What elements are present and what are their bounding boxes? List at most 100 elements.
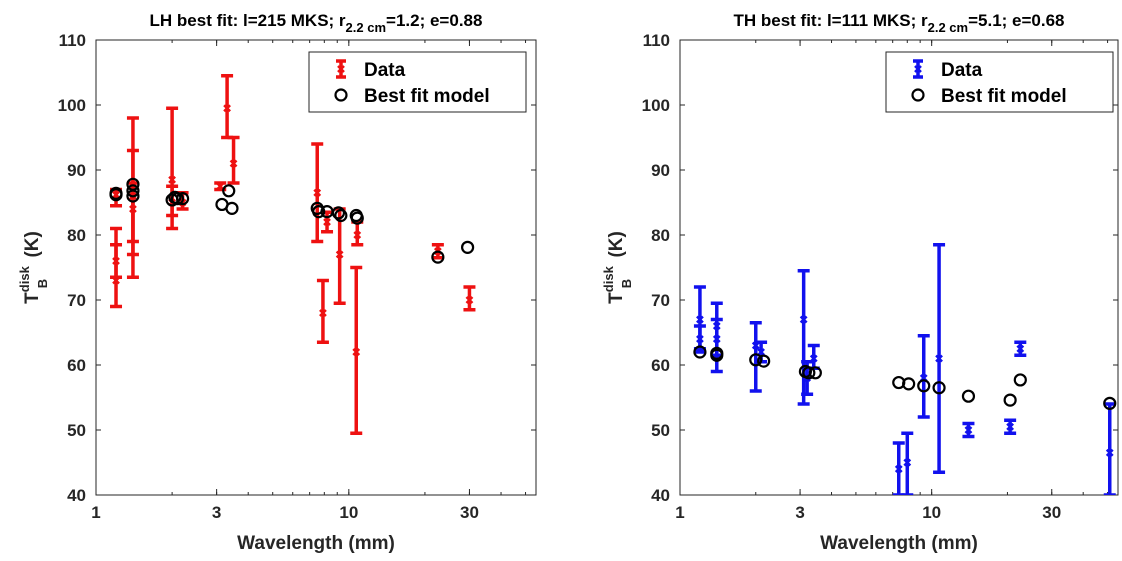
y-tick-label: 100 bbox=[58, 96, 86, 115]
legend-label-data: Data bbox=[364, 60, 406, 81]
data-errorbar bbox=[892, 441, 905, 495]
model-point bbox=[461, 240, 475, 254]
x-tick-label: 3 bbox=[212, 503, 221, 522]
data-point bbox=[112, 190, 120, 199]
data-errorbar bbox=[110, 226, 123, 309]
data-point bbox=[935, 354, 943, 363]
model-point bbox=[222, 184, 236, 198]
x-tick-label: 1 bbox=[675, 503, 684, 522]
data-point bbox=[964, 426, 973, 434]
model-point bbox=[710, 346, 724, 360]
x-tick-label: 3 bbox=[795, 503, 804, 522]
model-point bbox=[961, 389, 976, 403]
y-tick-label: 80 bbox=[651, 226, 670, 245]
data-errorbar bbox=[807, 343, 820, 370]
legend: Data Best fit model bbox=[885, 51, 1114, 113]
data-point bbox=[313, 188, 322, 197]
data-point bbox=[352, 348, 361, 356]
x-tick-label: 10 bbox=[922, 503, 941, 522]
y-tick-label: 100 bbox=[642, 96, 670, 115]
legend-circle-symbol bbox=[911, 88, 925, 102]
data-point bbox=[223, 104, 231, 113]
data-point bbox=[696, 315, 704, 324]
model-point bbox=[808, 366, 822, 380]
legend-label-data: Data bbox=[941, 60, 983, 81]
y-tick-label: 110 bbox=[59, 31, 86, 50]
data-point bbox=[168, 175, 176, 184]
data-errorbar bbox=[933, 243, 946, 474]
model-point bbox=[802, 366, 816, 380]
data-errorbar bbox=[1103, 402, 1116, 495]
chart-panel-2: TH best fit: l=111 MKS; r2.2 cm=5.1; e=0… bbox=[601, 11, 1119, 554]
data-errorbar bbox=[316, 278, 329, 344]
model-point bbox=[175, 192, 190, 206]
data-errorbar bbox=[901, 431, 914, 495]
data-point bbox=[216, 182, 225, 191]
chart-title: TH best fit: l=111 MKS; r2.2 cm=5.1; e=0… bbox=[733, 11, 1064, 35]
model-point bbox=[693, 345, 707, 359]
data-errorbar bbox=[463, 285, 476, 312]
data-point bbox=[353, 231, 362, 239]
y-tick-label: 90 bbox=[651, 161, 670, 180]
data-point bbox=[1006, 422, 1015, 431]
data-point bbox=[799, 315, 808, 324]
y-tick-label: 40 bbox=[651, 486, 670, 505]
model-point bbox=[334, 208, 348, 223]
model-point bbox=[126, 184, 140, 198]
data-errorbar bbox=[227, 135, 240, 185]
model-point bbox=[1103, 396, 1117, 410]
model-point bbox=[917, 379, 931, 393]
chart-title: LH best fit: l=215 MKS; r2.2 cm=1.2; e=0… bbox=[150, 11, 483, 35]
data-point bbox=[112, 276, 120, 285]
model-point bbox=[431, 250, 445, 264]
y-axis-label: Tdisk B (K) bbox=[17, 231, 50, 304]
y-axis-label: Tdisk B (K) bbox=[601, 231, 634, 304]
model-point bbox=[126, 177, 140, 191]
x-tick-label: 10 bbox=[339, 503, 358, 522]
legend-label-model: Best fit model bbox=[364, 86, 490, 107]
y-tick-label: 110 bbox=[643, 31, 670, 50]
data-point bbox=[229, 159, 238, 168]
data-errorbar bbox=[693, 324, 706, 354]
model-point bbox=[109, 186, 123, 200]
data-point bbox=[1105, 448, 1114, 457]
model-point bbox=[225, 201, 239, 215]
y-tick-label: 50 bbox=[67, 421, 86, 440]
chart-panel-1: LH best fit: l=215 MKS; r2.2 cm=1.2; e=0… bbox=[17, 11, 537, 554]
data-errorbar bbox=[1004, 418, 1017, 435]
model-point bbox=[331, 206, 346, 220]
data-point bbox=[1016, 344, 1025, 353]
data-point bbox=[319, 309, 327, 317]
y-tick-label: 50 bbox=[651, 421, 670, 440]
legend: Data Best fit model bbox=[308, 51, 527, 113]
y-tick-label: 40 bbox=[67, 486, 86, 505]
data-point bbox=[712, 335, 721, 343]
data-errorbar bbox=[333, 207, 346, 305]
data-point bbox=[894, 465, 903, 473]
y-tick-label: 60 bbox=[651, 356, 670, 375]
y-tick-label: 70 bbox=[651, 291, 670, 310]
x-axis-label: Wavelength (mm) bbox=[820, 533, 978, 554]
data-point bbox=[335, 250, 344, 259]
plot-area bbox=[109, 74, 476, 435]
axes-box bbox=[95, 39, 537, 496]
data-errorbar bbox=[917, 334, 930, 419]
data-errorbar bbox=[350, 265, 363, 435]
legend-label-model: Best fit model bbox=[941, 86, 1067, 107]
data-errorbar bbox=[321, 210, 334, 234]
model-point bbox=[757, 354, 771, 368]
data-point bbox=[465, 296, 474, 304]
model-point bbox=[932, 381, 946, 395]
model-point bbox=[170, 192, 185, 206]
model-point bbox=[1003, 393, 1017, 407]
model-point bbox=[902, 377, 916, 391]
data-point bbox=[903, 458, 912, 467]
legend-circle-symbol bbox=[334, 88, 348, 102]
data-errorbar bbox=[311, 142, 324, 244]
legend-box bbox=[885, 51, 1114, 113]
data-errorbar bbox=[749, 321, 762, 393]
y-tick-label: 60 bbox=[67, 356, 86, 375]
data-errorbar bbox=[221, 74, 234, 140]
data-errorbar bbox=[351, 220, 364, 247]
data-point bbox=[696, 335, 704, 343]
